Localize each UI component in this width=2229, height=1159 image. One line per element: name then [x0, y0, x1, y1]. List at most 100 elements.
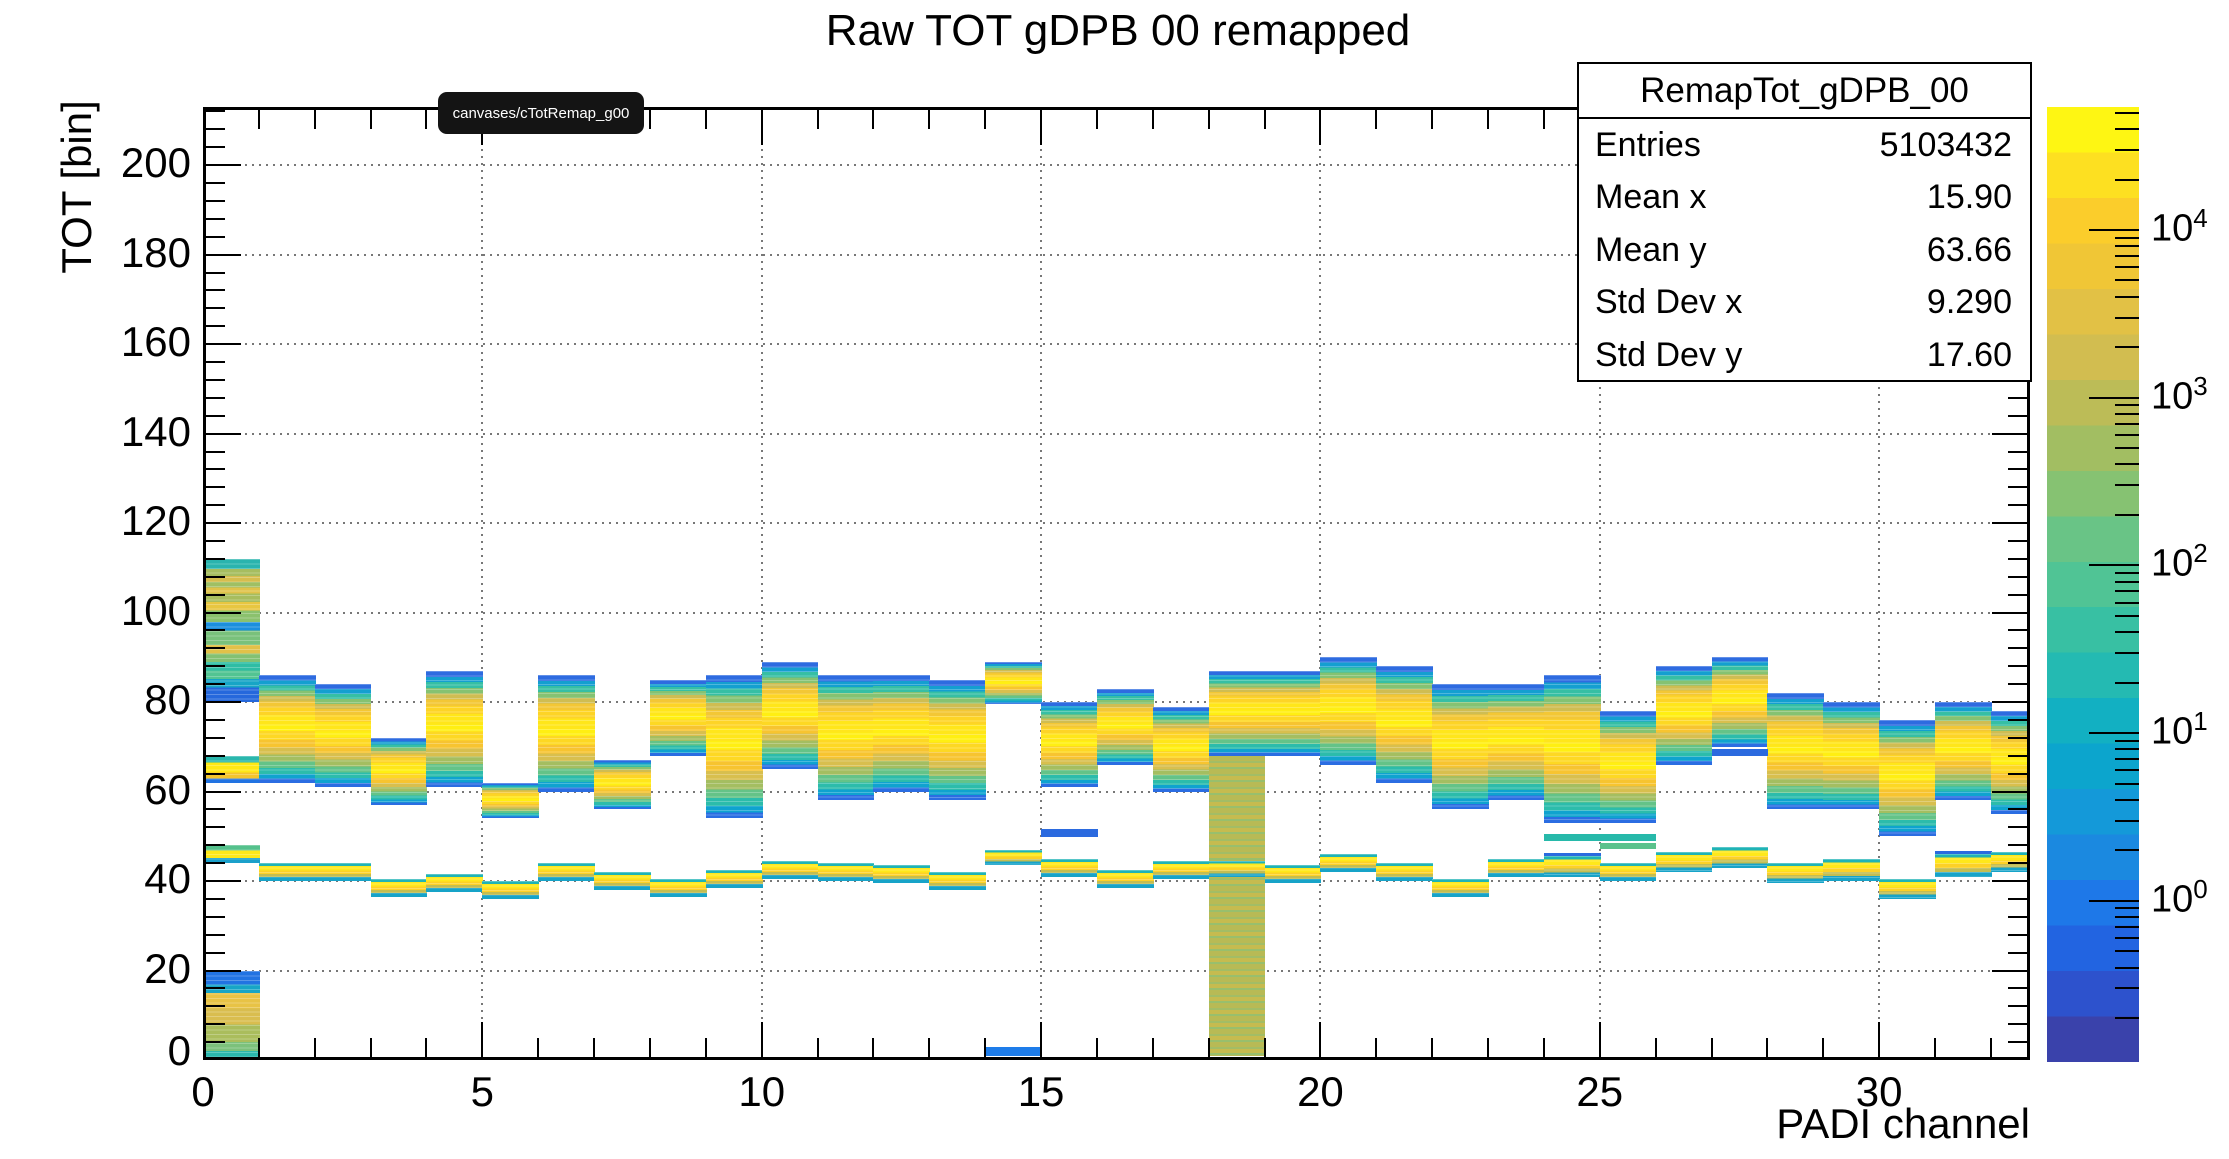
colorbar-minor-tick	[2115, 580, 2139, 583]
x-tick-mirror	[1375, 107, 1378, 129]
x-tick	[313, 1038, 316, 1060]
x-tick	[1822, 1038, 1825, 1060]
colorbar-minor-tick	[2115, 148, 2139, 151]
y-tick	[203, 235, 225, 238]
main-band-ch22	[1432, 684, 1489, 810]
colorbar-minor-tick	[2115, 782, 2139, 785]
colorbar-minor-tick	[2115, 111, 2139, 114]
gridline-vertical	[481, 107, 484, 1060]
y-tick	[203, 271, 225, 274]
x-tick	[872, 1038, 875, 1060]
y-tick-mirror	[2008, 665, 2030, 668]
x-tick-mirror	[1431, 107, 1434, 129]
main-band-ch13	[929, 679, 986, 801]
y-tick-mirror	[2008, 772, 2030, 775]
x-tick	[704, 1038, 707, 1060]
y-tick-mirror	[1992, 432, 2030, 435]
thin-band-ch13	[929, 872, 986, 890]
x-tick-mirror	[1319, 107, 1322, 145]
y-tick	[203, 808, 225, 811]
y-tick	[203, 128, 225, 131]
x-tick-label: 0	[191, 1068, 215, 1115]
stats-row: Std Dev x 9.290	[1579, 277, 2030, 330]
colorbar-minor-tick	[2115, 178, 2139, 181]
x-tick-mirror	[257, 107, 260, 129]
y-tick	[203, 396, 225, 399]
main-band-ch14	[985, 661, 1042, 705]
main-band-ch7	[594, 760, 651, 810]
y-tick	[203, 504, 225, 507]
stats-value: 17.60	[1926, 335, 2012, 374]
x-tick-label: 25	[1576, 1068, 1624, 1115]
x-tick-mirror	[704, 107, 707, 129]
gridline-horizontal	[203, 611, 2030, 614]
z-colorbar[interactable]: 104 103 102 101 100	[2047, 107, 2229, 1062]
y-tick	[203, 611, 241, 614]
y-tick-mirror	[1992, 611, 2030, 614]
x-tick	[257, 1038, 260, 1060]
y-tick	[203, 862, 225, 865]
main-band-ch28	[1767, 693, 1825, 810]
colorbar-minor-tick	[2115, 513, 2139, 516]
gridline-vertical	[1878, 107, 1881, 1060]
y-tick	[203, 665, 225, 668]
colorbar-minor-tick	[2115, 614, 2139, 617]
colorbar-decade-label: 104	[2151, 203, 2208, 250]
main-band-ch2	[314, 684, 372, 788]
gridline-horizontal	[203, 522, 2030, 525]
y-tick-mirror	[2008, 862, 2030, 865]
colorbar-major-tick	[2089, 396, 2139, 399]
x-tick	[369, 1038, 372, 1060]
y-tick	[203, 629, 225, 632]
colorbar-minor-tick	[2115, 484, 2139, 487]
y-tick	[203, 844, 225, 847]
main-band-ch12	[873, 675, 931, 792]
gridline-vertical	[1040, 107, 1043, 1060]
x-tick	[481, 1022, 484, 1060]
thin-band-ch1	[258, 863, 316, 882]
y-tick-mirror	[2008, 897, 2030, 900]
y-tick	[203, 880, 241, 883]
stats-row: Std Dev y 17.60	[1579, 329, 2030, 382]
colorbar-minor-tick	[2115, 346, 2139, 349]
y-tick-mirror	[2008, 808, 2030, 811]
colorbar-minor-tick	[2115, 819, 2139, 822]
colorbar-minor-tick	[2115, 748, 2139, 751]
y-tick-mirror	[2008, 504, 2030, 507]
thin-band-ch3	[370, 878, 428, 897]
ch18-noise-column	[1208, 755, 1266, 1056]
thin-band-ch7	[594, 872, 651, 890]
y-tick-mirror	[2008, 1041, 2030, 1044]
y-tick-mirror	[2008, 736, 2030, 739]
stats-box[interactable]: RemapTot_gDPB_00 Entries 5103432 Mean x …	[1577, 62, 2032, 382]
y-tick-mirror	[2008, 647, 2030, 650]
y-tick-label: 160	[120, 318, 191, 366]
thin-band-ch19	[1264, 865, 1322, 884]
x-tick-label: 10	[738, 1068, 786, 1115]
colorbar-minor-tick	[2115, 128, 2139, 131]
y-tick	[203, 701, 241, 704]
x-tick	[1542, 1038, 1545, 1060]
y-tick-mirror	[2008, 557, 2030, 560]
main-band-ch11	[817, 675, 875, 801]
y-tick	[203, 414, 225, 417]
colorbar-major-tick	[2089, 564, 2139, 567]
y-tick	[203, 575, 225, 578]
stats-title: RemapTot_gDPB_00	[1579, 64, 2030, 119]
y-tick	[203, 987, 225, 990]
stats-row: Mean y 63.66	[1579, 224, 2030, 277]
main-band-ch15	[1041, 702, 1098, 788]
y-tick-mirror	[1992, 880, 2030, 883]
main-band-ch31	[1935, 702, 1992, 801]
x-tick	[1375, 1038, 1378, 1060]
main-band-ch23	[1488, 684, 1545, 801]
y-tick	[203, 325, 225, 328]
x-tick-mirror	[984, 107, 987, 129]
thin-band-ch11	[817, 863, 875, 882]
channel0-block	[203, 755, 260, 783]
y-tick-mirror	[1992, 522, 2030, 525]
y-tick	[203, 217, 225, 220]
stats-value: 15.90	[1926, 178, 2012, 217]
thin-band-cap-ch24	[1543, 853, 1601, 857]
